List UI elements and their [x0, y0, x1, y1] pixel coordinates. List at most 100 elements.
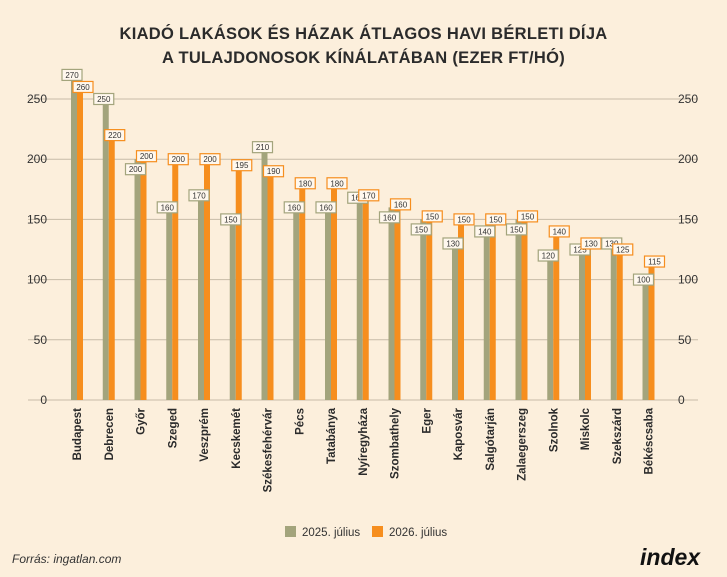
data-label-2026: 190 — [267, 167, 281, 176]
bar-2026 — [648, 261, 655, 400]
chart-title-line-1: KIADÓ LAKÁSOK ÉS HÁZAK ÁTLAGOS HAVI BÉRL… — [119, 25, 608, 43]
data-label-2026-box — [262, 165, 285, 178]
bar-2026 — [235, 165, 242, 400]
data-label-2026: 160 — [394, 200, 408, 209]
bar-2026 — [394, 207, 401, 400]
y-tick-label-right: 150 — [678, 212, 698, 226]
y-tick-label-right: 100 — [678, 273, 698, 287]
bar-2026 — [362, 195, 369, 400]
bar-2026 — [616, 249, 623, 400]
data-label-2025-box — [188, 189, 210, 202]
data-label-2026-box — [580, 237, 602, 250]
chart-title-line-2: A TULAJDONOSOK KÍNÁLATÁBAN (EZER FT/HÓ) — [161, 49, 566, 67]
data-label-2025: 168 — [351, 194, 365, 203]
data-label-2026-box — [231, 159, 253, 172]
category-label: Győr — [136, 407, 148, 434]
bar-2025 — [261, 147, 268, 400]
category-label: Salgótarján — [485, 408, 497, 471]
data-label-2025: 170 — [192, 191, 206, 200]
category-label: Eger — [421, 407, 433, 433]
bar-2025 — [166, 207, 173, 400]
data-label-2025-box — [220, 213, 242, 226]
data-label-2026: 195 — [235, 161, 249, 170]
data-label-2026: 150 — [521, 212, 535, 221]
data-label-2026-box — [421, 210, 443, 223]
data-label-2026: 200 — [140, 152, 154, 161]
data-label-2026: 170 — [362, 191, 376, 200]
data-label-2025: 140 — [478, 227, 492, 236]
legend-label-2026: 2026. július — [389, 527, 447, 539]
data-label-2026-box — [167, 153, 189, 166]
data-label-2026: 220 — [108, 131, 122, 140]
category-label: Veszprém — [199, 408, 211, 462]
y-tick-label-left: 250 — [27, 92, 47, 106]
data-label-2025: 100 — [637, 276, 651, 285]
category-label: Budapest — [72, 408, 84, 461]
bar-2025 — [579, 249, 585, 400]
bar-2025 — [356, 197, 363, 400]
data-label-2025: 250 — [97, 95, 111, 104]
data-label-2025: 270 — [65, 71, 79, 80]
data-label-2025: 160 — [161, 203, 175, 212]
data-label-2026-box — [358, 189, 380, 202]
bar-2026 — [108, 135, 115, 400]
bar-2025 — [71, 74, 77, 401]
data-label-2025-box — [93, 92, 115, 106]
bar-2026 — [77, 86, 83, 401]
data-label-2025: 200 — [129, 165, 143, 174]
bar-2025 — [610, 243, 617, 400]
data-label-2026: 200 — [172, 155, 186, 164]
data-label-2025: 160 — [319, 203, 333, 212]
data-label-2025-box — [283, 201, 305, 214]
data-label-2026: 150 — [426, 212, 440, 221]
bar-2025 — [388, 207, 395, 400]
legend-swatch-2026 — [372, 526, 383, 537]
legend-label-2025: 2025. július — [302, 527, 360, 539]
bar-2026 — [204, 159, 210, 400]
data-label-2025-box — [505, 223, 528, 236]
y-tick-label-right: 0 — [678, 393, 685, 407]
data-label-2025-box — [410, 223, 432, 236]
data-label-2025-box — [632, 273, 655, 286]
category-label: Szekszárd — [612, 408, 624, 464]
bar-2026 — [299, 183, 306, 400]
category-label: Nyíregyháza — [358, 407, 370, 475]
bar-2026 — [521, 219, 528, 400]
bar-2025 — [642, 279, 649, 400]
data-label-2026-box — [389, 198, 412, 211]
y-tick-label-right: 250 — [678, 92, 698, 106]
category-label: Debrecen — [104, 408, 116, 460]
category-label: Pécs — [294, 408, 306, 435]
bar-2026 — [267, 171, 274, 400]
data-label-2026: 150 — [489, 215, 503, 224]
y-tick-label-right: 50 — [678, 333, 692, 347]
data-label-2026-box — [104, 129, 126, 142]
bar-2026 — [331, 183, 337, 400]
bar-2026 — [426, 219, 433, 400]
source-note: Forrás: ingatlan.com — [12, 552, 122, 566]
data-label-2025: 210 — [256, 143, 270, 152]
data-label-2026: 260 — [76, 83, 90, 92]
data-label-2025-box — [378, 211, 401, 224]
category-label: Miskolc — [580, 407, 592, 450]
index-logo: index — [640, 544, 701, 570]
bar-2025 — [134, 159, 141, 400]
data-label-2025: 150 — [510, 225, 524, 234]
bar-2026 — [140, 159, 147, 400]
category-label: Szombathely — [390, 407, 402, 479]
legend-swatch-2025 — [285, 526, 296, 537]
data-label-2026-box — [294, 177, 316, 190]
data-label-2026: 125 — [616, 246, 630, 255]
bar-2025 — [483, 231, 490, 400]
category-label: Kecskemét — [231, 408, 243, 469]
data-label-2026: 150 — [457, 215, 471, 224]
y-tick-label-left: 100 — [27, 273, 47, 287]
bar-2025 — [547, 255, 554, 400]
bar-2025 — [325, 207, 331, 400]
data-label-2026-box — [453, 213, 475, 226]
category-label: Székesfehérvár — [263, 407, 275, 492]
bar-2026 — [172, 159, 179, 400]
y-tick-label-right: 200 — [678, 152, 698, 166]
data-label-2025: 160 — [383, 213, 397, 222]
data-label-2026-box — [516, 210, 539, 223]
